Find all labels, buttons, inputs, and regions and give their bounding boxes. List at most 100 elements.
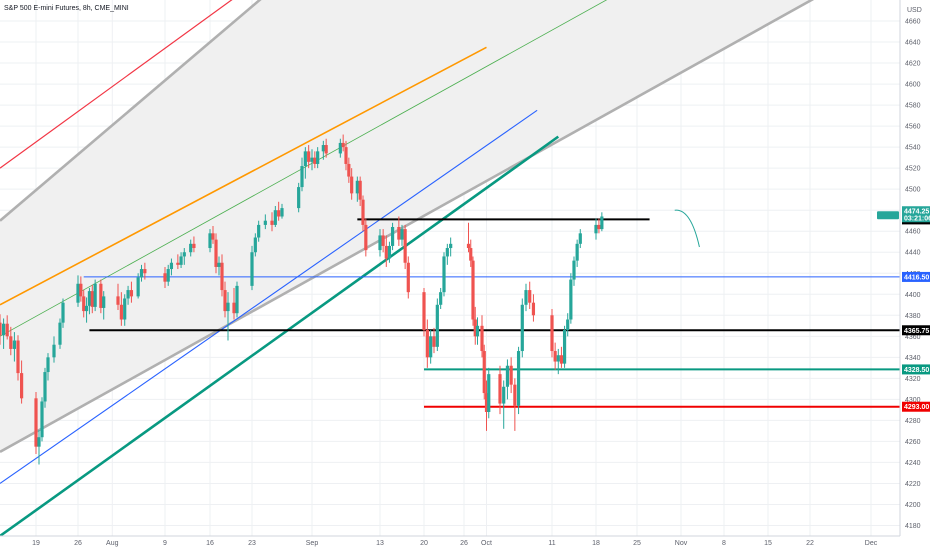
candle	[600, 212, 604, 232]
candle	[509, 357, 513, 394]
x-axis[interactable]: 19 26 Aug 9 16 23 Sep 13 20 26 Oct 11 18 25 Nov 8 15 22 De…	[32, 540, 878, 547]
candle-body	[163, 273, 167, 282]
candle-body	[553, 351, 557, 362]
candle	[297, 182, 301, 213]
trend-line-thin-green[interactable]	[0, 0, 625, 337]
chart-title: S&P 500 E-mini Futures, 8h, CME_MINI	[4, 5, 129, 12]
candle	[211, 225, 215, 244]
candle	[40, 397, 44, 442]
x-tick-label: 8	[722, 540, 726, 547]
candle-body	[466, 243, 471, 249]
y-tick-label: 4380	[905, 313, 921, 320]
x-tick-label: 18	[592, 540, 600, 547]
candle	[313, 151, 317, 169]
candle	[381, 229, 385, 253]
candle	[358, 176, 362, 206]
candle	[531, 294, 536, 322]
candle-body	[217, 262, 221, 267]
x-tick-label: Dec	[865, 540, 878, 547]
candle	[52, 336, 56, 363]
candle	[466, 222, 471, 253]
trend-line-blue[interactable]	[0, 109, 538, 484]
candle-body	[99, 283, 103, 308]
candle-body	[192, 243, 196, 249]
projection-arrow-path[interactable]	[674, 209, 700, 248]
candle	[594, 218, 598, 240]
trend-line-channel-lower[interactable]	[0, 0, 830, 454]
trend-line-channel-upper[interactable]	[0, 0, 272, 222]
candle-body	[235, 285, 239, 314]
y-tick-label: 4320	[905, 376, 921, 383]
candle-body	[378, 235, 382, 251]
candle	[425, 319, 429, 368]
candle-body	[280, 208, 284, 217]
candle	[123, 294, 127, 326]
price-tag	[902, 364, 930, 375]
candle	[528, 281, 532, 309]
candle	[139, 264, 144, 282]
candle-body	[303, 151, 307, 167]
candle	[102, 291, 106, 320]
candle-body	[505, 365, 510, 387]
candle-body	[442, 256, 446, 293]
candle-body	[102, 296, 106, 308]
x-tick-label: 26	[460, 540, 468, 547]
candle-body	[5, 323, 9, 337]
candle-body	[422, 292, 426, 331]
x-tick-label: 22	[806, 540, 814, 547]
candle-body	[273, 210, 277, 225]
candle-body	[307, 151, 311, 162]
candle-body	[556, 355, 560, 362]
x-tick-label: 25	[633, 540, 641, 547]
candle	[2, 318, 6, 349]
candle	[487, 367, 491, 419]
candle-body	[439, 292, 443, 305]
y-tick-label: 4600	[905, 82, 921, 89]
candle	[397, 216, 401, 246]
x-tick-label: Oct	[481, 540, 492, 547]
candle-body	[324, 145, 328, 154]
candle-body	[471, 260, 475, 320]
trend-line-red[interactable]	[0, 0, 246, 169]
candle	[516, 346, 521, 415]
candle-body	[498, 374, 502, 404]
candle	[143, 262, 147, 280]
candle-body	[341, 142, 345, 148]
y-tick-label: 4200	[905, 502, 921, 509]
candle	[307, 145, 311, 169]
candle	[99, 279, 103, 314]
candle	[93, 279, 97, 312]
y-tick-label: 4300	[905, 397, 921, 404]
candle	[179, 252, 183, 268]
candle	[16, 335, 20, 381]
candle	[226, 292, 230, 341]
y-tick-label: 4520	[905, 166, 921, 173]
trend-line-orange[interactable]	[0, 46, 487, 306]
candle	[310, 149, 314, 171]
candle-body	[116, 296, 120, 305]
last-price-label: 4474.25	[904, 209, 929, 216]
candle-body	[93, 283, 97, 307]
x-tick-label: 26	[74, 540, 82, 547]
candle-body	[429, 336, 433, 358]
candle	[572, 256, 576, 286]
price-tag	[902, 271, 930, 282]
candle-body	[502, 386, 506, 404]
y-tick-label: 4240	[905, 460, 921, 467]
trend-line-thick-green[interactable]	[0, 135, 560, 538]
candle	[263, 214, 267, 230]
candle	[273, 205, 277, 228]
candle	[46, 353, 50, 381]
candle-body	[52, 344, 56, 358]
candle	[445, 243, 449, 265]
candle	[553, 342, 557, 370]
candle-body	[569, 279, 573, 320]
candle-body	[12, 340, 16, 349]
candle	[37, 429, 41, 465]
candle	[176, 254, 180, 270]
last-price-tag	[902, 206, 930, 223]
candle-body	[572, 260, 576, 280]
candle-body	[9, 336, 13, 349]
candle-body	[43, 372, 47, 402]
candle	[136, 273, 140, 299]
